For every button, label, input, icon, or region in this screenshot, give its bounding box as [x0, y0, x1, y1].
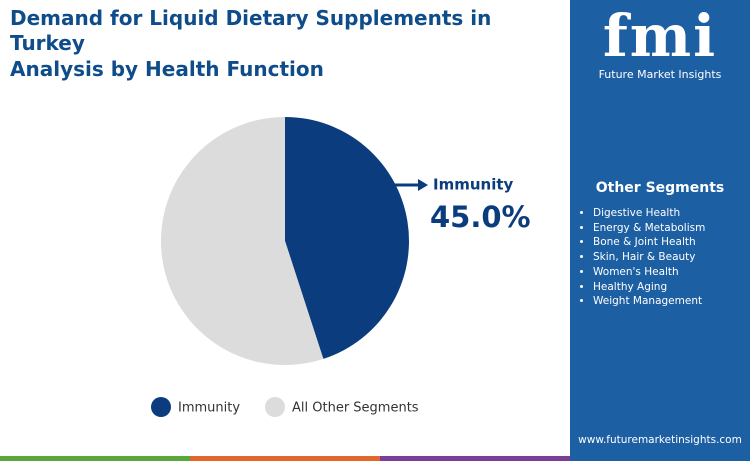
legend-label: All Other Segments [292, 401, 419, 416]
segment-item: Energy & Metabolism [593, 221, 705, 236]
segment-item: Weight Management [593, 294, 705, 309]
segment-item: Bone & Joint Health [593, 235, 705, 250]
sidebar: fmi Future Market Insights Other Segment… [570, 0, 750, 456]
callout-arrowhead [418, 179, 428, 191]
chart-subtitle: Analysis by Health Function [10, 57, 324, 81]
segment-item: Skin, Hair & Beauty [593, 250, 705, 265]
stripe [190, 456, 380, 461]
pie-slice [285, 117, 409, 359]
brand-name: Future Market Insights [598, 68, 722, 81]
website: www.futuremarketinsights.com [578, 434, 742, 446]
sidebar-heading: Other Segments [595, 180, 725, 196]
chart: Immunity 45.0% Immunity All Other Segments [151, 117, 531, 417]
stripe [380, 456, 570, 461]
callout-label: Immunity [433, 176, 514, 194]
legend-swatch [265, 397, 285, 417]
segment-list: Digestive HealthEnergy & MetabolismBone … [578, 206, 705, 309]
pie-slice [160, 117, 324, 365]
logo: fmi [602, 2, 718, 70]
segment-item: Digestive Health [593, 206, 705, 221]
legend-label: Immunity [178, 401, 240, 416]
stripe [570, 456, 750, 461]
segment-item: Healthy Aging [593, 280, 705, 295]
segment-item: Women's Health [593, 265, 705, 280]
stripe [0, 456, 190, 461]
legend-swatch [151, 397, 171, 417]
callout-value: 45.0% [430, 200, 531, 234]
chart-title: Demand for Liquid Dietary Supplements in… [10, 6, 492, 55]
